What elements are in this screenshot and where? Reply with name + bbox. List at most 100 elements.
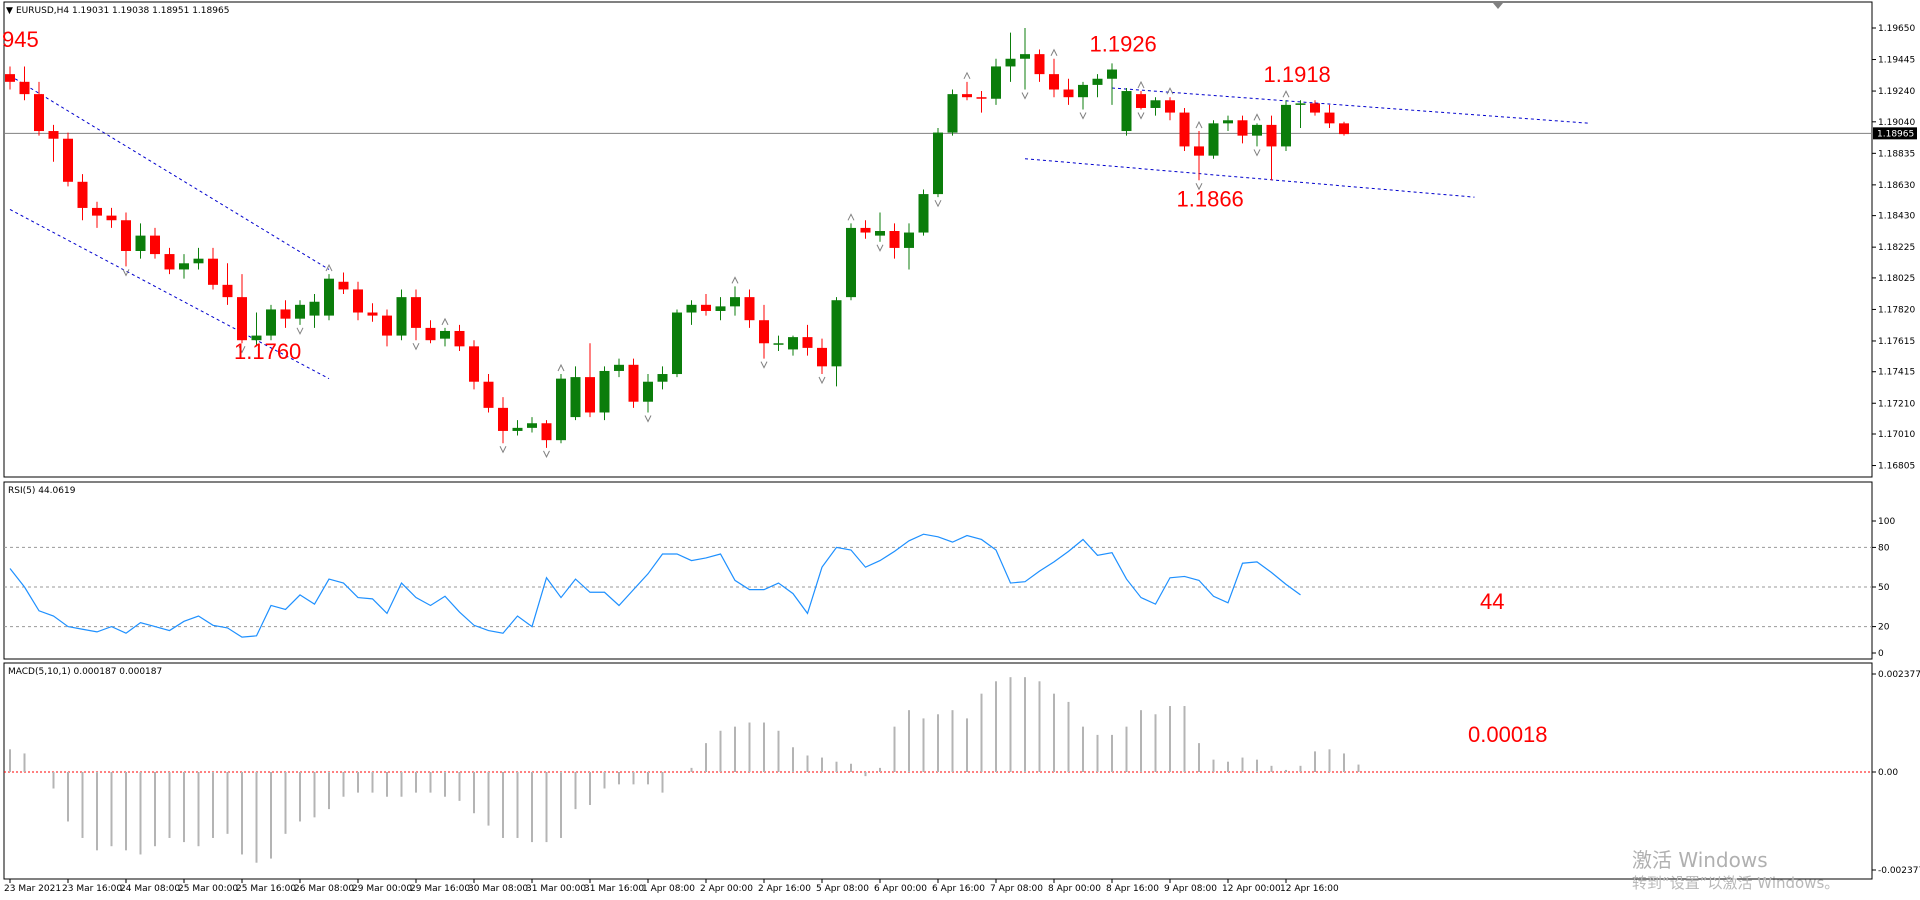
candle[interactable] [1063,78,1074,105]
trend-line[interactable] [9,209,330,380]
candle[interactable] [1179,107,1190,152]
candle[interactable] [1034,49,1045,82]
candle[interactable] [570,366,581,421]
candle[interactable] [962,81,972,101]
candle[interactable] [889,223,900,259]
candle[interactable] [817,338,827,375]
candle[interactable] [643,374,653,413]
candle[interactable] [92,201,102,228]
candle[interactable] [77,174,88,221]
candle[interactable] [947,89,958,136]
candle[interactable] [483,374,494,413]
candle[interactable] [48,124,59,162]
candle[interactable] [1266,115,1277,181]
candle[interactable] [1078,81,1088,110]
trend-line[interactable] [1111,87,1591,124]
candle[interactable] [338,272,349,295]
candle[interactable] [34,81,44,136]
candle[interactable] [121,212,131,267]
candle[interactable] [5,66,15,90]
candle[interactable] [1324,104,1335,128]
candle[interactable] [976,91,987,113]
candle[interactable] [1339,121,1349,136]
candle[interactable] [309,294,320,328]
candle[interactable] [773,335,784,351]
candle[interactable] [179,254,189,279]
candle[interactable] [875,212,885,242]
candle[interactable] [454,324,465,351]
candle[interactable] [19,66,30,101]
candle[interactable] [1121,87,1132,136]
candle[interactable] [367,303,378,322]
candle[interactable] [425,320,436,344]
candle[interactable] [498,397,508,444]
candle[interactable] [208,247,218,290]
candle[interactable] [918,189,929,236]
candle[interactable] [382,309,392,347]
candle[interactable] [614,358,624,378]
candle[interactable] [1092,74,1103,98]
candle[interactable] [469,340,479,390]
candle[interactable] [1237,115,1248,144]
candle[interactable] [295,300,305,325]
candle[interactable] [657,366,668,390]
trend-line[interactable] [9,75,330,270]
candle[interactable] [599,366,610,421]
candle[interactable] [788,335,798,356]
candle[interactable] [1107,63,1117,105]
candle[interactable] [63,132,73,187]
candle[interactable] [991,58,1001,105]
candle[interactable] [730,286,740,316]
candle[interactable] [411,289,421,341]
price-panel[interactable] [3,1,1873,478]
candle[interactable] [280,300,291,328]
candle[interactable] [933,127,943,198]
candle[interactable] [396,289,407,341]
candle[interactable] [1150,97,1161,116]
candle[interactable] [744,289,755,328]
candle[interactable] [715,297,726,321]
candle[interactable] [1165,97,1175,121]
candle[interactable] [628,358,639,408]
candle[interactable] [527,417,537,433]
candle[interactable] [686,300,697,325]
candle[interactable] [1223,115,1233,132]
candle[interactable] [831,297,842,387]
candle[interactable] [1049,58,1059,98]
candle[interactable] [193,247,204,270]
candle[interactable] [556,374,566,444]
candle[interactable] [1194,131,1204,181]
candle[interactable] [237,274,247,344]
candle[interactable] [440,327,450,347]
chart-triangle-icon[interactable]: ▼ [6,6,13,16]
candle[interactable] [324,274,334,321]
candle[interactable] [1310,100,1320,116]
candle[interactable] [846,223,856,301]
candle[interactable] [164,247,175,275]
candle[interactable] [1295,100,1306,128]
candle[interactable] [251,312,262,347]
candle[interactable] [585,343,595,418]
candle[interactable] [672,309,682,378]
shift-marker-icon[interactable] [1493,3,1503,9]
candle[interactable] [222,263,233,305]
candle[interactable] [1005,32,1016,82]
candle[interactable] [1208,120,1219,159]
candle[interactable] [353,281,363,321]
candle[interactable] [150,227,160,259]
candle[interactable] [802,324,813,356]
candle[interactable] [106,207,117,228]
candle[interactable] [135,223,146,259]
candle[interactable] [266,304,276,341]
rsi-line[interactable] [9,533,1301,638]
candle[interactable] [1281,100,1291,152]
candle[interactable] [1020,27,1030,90]
candle[interactable] [1136,91,1146,110]
candle[interactable] [701,294,711,316]
candle[interactable] [512,420,523,436]
candle[interactable] [904,223,914,270]
rsi-panel[interactable] [3,481,1873,660]
candle[interactable] [759,304,769,359]
candle[interactable] [541,420,552,448]
